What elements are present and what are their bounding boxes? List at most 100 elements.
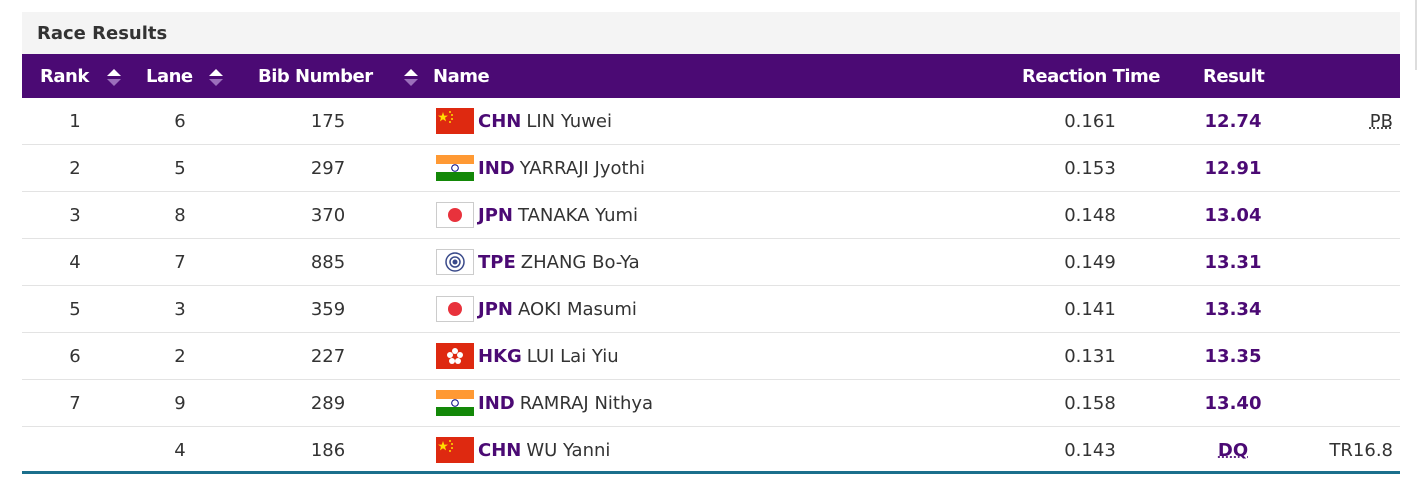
table-row: 4 7 885 TPE ZHANG Bo-Ya 0.149 13.31 [22,239,1400,286]
bib-number: 370 [310,205,346,226]
table-row: 1 6 175 CHN LIN Yuwei 0.161 12.74 PB [22,98,1400,145]
lane: 4 [174,440,186,461]
scroll-edge [1415,0,1417,70]
lane: 8 [174,205,186,226]
athlete-name[interactable]: WU Yanni [526,440,611,461]
flag-image [436,249,474,275]
rank: 6 [69,346,81,367]
title: Race Results [37,23,168,44]
athlete-name[interactable]: AOKI Masumi [517,299,637,320]
country-code: CHN [478,111,522,132]
flag-image [436,343,474,369]
sort-arrows [209,69,223,86]
country-flag [436,390,474,421]
reaction-time: 0.158 [1064,393,1116,414]
table-header: Rank Lane Bib Number Name Reaction Time Resul… [22,54,1400,98]
reaction-time: 0.143 [1064,440,1116,461]
athlete-name[interactable]: YARRAJI Jyothi [519,158,645,179]
table-row: 6 2 227 HKG LUI Lai Yiu 0.131 13.35 [22,333,1400,380]
athlete-name[interactable]: TANAKA Yumi [517,205,639,226]
rank: 2 [69,158,81,179]
column-header[interactable]: Rank [40,66,89,87]
athlete-name[interactable]: LIN Yuwei [526,111,613,132]
lane: 5 [174,158,186,179]
column-header: Result [1203,66,1265,87]
table-row: 5 3 359 JPN AOKI Masumi 0.141 13.34 [22,286,1400,333]
title-bar: Race Results [22,12,1400,54]
reaction-time: 0.149 [1064,252,1116,273]
bib-number: 359 [310,299,346,320]
athlete-name[interactable]: RAMRAJ Nithya [519,393,654,414]
sort-icon[interactable] [208,67,224,92]
lane: 6 [174,111,186,132]
country-code: JPN [478,205,513,226]
country-code: IND [478,393,515,414]
result: 13.35 [1204,346,1262,367]
flag-image [436,390,474,416]
rank: 5 [69,299,81,320]
flag-image [436,437,474,463]
table-row: 2 5 297 IND YARRAJI Jyothi 0.153 12.91 [22,145,1400,192]
result: 12.74 [1204,111,1262,132]
table-row: 7 9 289 IND RAMRAJ Nithya 0.158 13.40 [22,380,1400,427]
sort-arrows [404,69,418,86]
result: 13.40 [1204,393,1262,414]
country-flag [436,249,474,280]
rank: 7 [69,393,81,414]
athlete-name[interactable]: ZHANG Bo-Ya [520,252,640,273]
country-flag [436,343,474,374]
rank: 1 [69,111,81,132]
country-code: CHN [478,440,522,461]
country-flag [436,202,474,233]
reaction-time: 0.161 [1064,111,1116,132]
country-code: IND [478,158,515,179]
flag-image [436,202,474,228]
results-panel: Race Results Rank Lane Bib Number Name React… [22,12,1400,474]
country-flag [436,437,474,468]
reaction-time: 0.131 [1064,346,1116,367]
sort-icon[interactable] [403,67,419,92]
bib-number: 289 [310,393,346,414]
rank: 4 [69,252,81,273]
column-header: Name [433,66,490,87]
country-code: JPN [478,299,513,320]
country-flag [436,296,474,327]
flag-image [436,296,474,322]
flag-image [436,108,474,134]
flag-image [436,155,474,181]
lane: 2 [174,346,186,367]
bib-number: 186 [310,440,346,461]
reaction-time: 0.153 [1064,158,1116,179]
result: 13.34 [1204,299,1262,320]
lane: 9 [174,393,186,414]
country-flag [436,155,474,186]
reaction-time: 0.141 [1064,299,1116,320]
result: 12.91 [1204,158,1262,179]
record-note: TR16.8 [1329,440,1393,461]
country-code: HKG [478,346,522,367]
result: 13.31 [1204,252,1262,273]
lane: 7 [174,252,186,273]
sort-icon[interactable] [106,67,122,92]
lane: 3 [174,299,186,320]
table-row: 3 8 370 JPN TANAKA Yumi 0.148 13.04 [22,192,1400,239]
column-header: Reaction Time [1022,66,1161,87]
result: 13.04 [1204,205,1262,226]
athlete-name[interactable]: LUI Lai Yiu [526,346,619,367]
record-note: PB [1369,111,1393,132]
country-code: TPE [478,252,516,273]
reaction-time: 0.148 [1064,205,1116,226]
column-header[interactable]: Bib Number [258,66,373,87]
bib-number: 885 [310,252,346,273]
rank: 3 [69,205,81,226]
bib-number: 175 [310,111,346,132]
bib-number: 297 [310,158,346,179]
table-row: 4 186 CHN WU Yanni 0.143 DQ TR16.8 [22,427,1400,474]
table-footer-line [22,471,1400,474]
country-flag [436,108,474,139]
column-header[interactable]: Lane [146,66,193,87]
bib-number: 227 [310,346,346,367]
result: DQ [1217,440,1249,461]
sort-arrows [107,69,121,86]
